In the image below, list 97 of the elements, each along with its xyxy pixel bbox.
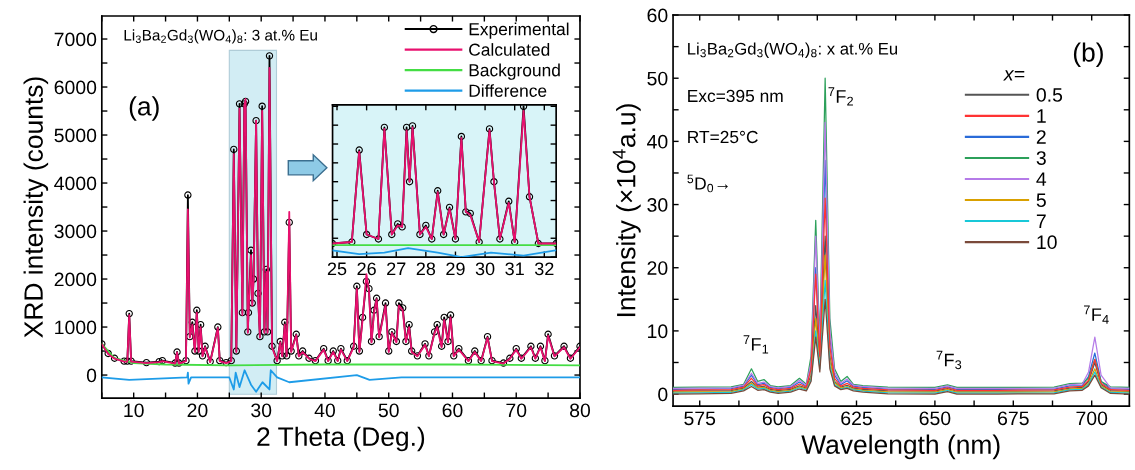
legend-label: Calculated bbox=[469, 43, 550, 56]
legend-label: 2 bbox=[1036, 130, 1046, 144]
annotation: $^{7}$F$_{4}$ bbox=[1084, 305, 1109, 324]
annotation: $^{5}$D$_{0}$→ bbox=[687, 174, 728, 193]
legend-label: 0.5 bbox=[1036, 88, 1063, 102]
point bbox=[402, 123, 411, 132]
point bbox=[398, 223, 406, 231]
y-tick-label: 4000 bbox=[54, 176, 97, 191]
y-tick-label: 1000 bbox=[55, 320, 97, 335]
point bbox=[439, 230, 448, 239]
legend-label: Difference bbox=[469, 84, 547, 97]
x-tick-label: 26 bbox=[357, 262, 376, 276]
x-tick-label: 700 bbox=[1076, 411, 1108, 426]
x-tick-label: 27 bbox=[387, 262, 406, 276]
legend-label: 4 bbox=[1036, 172, 1047, 186]
line-series bbox=[673, 298, 1130, 395]
line-series bbox=[673, 279, 1130, 394]
point bbox=[428, 235, 436, 243]
y-tick-label: 0 bbox=[86, 368, 97, 383]
legend-label: Experimental bbox=[469, 22, 569, 39]
annotation: $^{7}$F$_{2}$ bbox=[828, 87, 853, 106]
x-tick-label: 625 bbox=[841, 411, 872, 426]
y-tick-label: 40 bbox=[647, 134, 668, 149]
y-tick-label: 30 bbox=[647, 198, 668, 212]
point bbox=[485, 125, 494, 133]
x-tick-label: 60 bbox=[442, 403, 463, 418]
legend-label: Background bbox=[469, 63, 560, 80]
point bbox=[466, 209, 474, 218]
y-tick-label: 0 bbox=[658, 387, 668, 402]
text: Li$_{3}$Ba$_{2}$Gd$_{3}$(WO$_{4}$)$_{8}$: x at.% Eu bbox=[688, 42, 898, 58]
line-series bbox=[101, 369, 580, 393]
point bbox=[348, 238, 356, 246]
y-tick-label: 7000 bbox=[54, 32, 97, 47]
text: Li$_{3}$Ba$_{2}$Gd$_{3}$(WO$_{4}$)$_{8}$: 3 at.% Eu bbox=[124, 29, 317, 44]
y-tick-label: 10 bbox=[648, 324, 668, 339]
y-tick-label: 2000 bbox=[54, 272, 97, 287]
legend-label: 10 bbox=[1037, 235, 1057, 250]
point bbox=[416, 230, 424, 239]
line-series bbox=[101, 342, 580, 367]
annotation: (a) bbox=[129, 96, 159, 121]
point bbox=[445, 203, 454, 212]
point bbox=[355, 146, 363, 154]
point bbox=[505, 197, 513, 205]
x-tick-label: 29 bbox=[446, 262, 465, 276]
y-tick-label: 3000 bbox=[54, 224, 97, 239]
point bbox=[380, 123, 389, 132]
legend-title: x= bbox=[1003, 70, 1025, 81]
legend-label: 1 bbox=[1037, 109, 1046, 123]
point bbox=[408, 122, 417, 130]
point bbox=[534, 239, 543, 248]
x-axis-title: Wavelength (nm) bbox=[801, 434, 1000, 460]
x-tick-label: 70 bbox=[506, 403, 527, 418]
point bbox=[496, 235, 504, 243]
x-tick-label: 20 bbox=[187, 403, 208, 418]
point bbox=[457, 132, 466, 141]
annotation: $^{7}$F$_{3}$ bbox=[936, 350, 962, 370]
point bbox=[394, 220, 402, 228]
point bbox=[511, 238, 519, 246]
x-tick-label: 10 bbox=[124, 403, 144, 418]
y-axis-title: Intensity (×10$^{4}$a.u) bbox=[612, 104, 641, 317]
point bbox=[388, 230, 396, 239]
point bbox=[362, 230, 371, 239]
y-tick-label: 50 bbox=[647, 71, 668, 86]
y-tick-label: 60 bbox=[647, 8, 668, 23]
x-tick-label: 32 bbox=[534, 262, 554, 276]
point bbox=[525, 193, 534, 201]
x-axis-title: 2 Theta (Deg.) bbox=[257, 426, 425, 452]
x-tick-label: 80 bbox=[570, 403, 591, 418]
legend-label: 3 bbox=[1036, 151, 1046, 165]
annotation: Exc=395 nm bbox=[688, 89, 783, 103]
legend-label: 5 bbox=[1036, 193, 1046, 208]
y-axis-title: XRD intensity (counts) bbox=[23, 77, 49, 338]
point bbox=[490, 178, 498, 186]
annotation: RT=25°C bbox=[688, 130, 758, 144]
x-tick-label: 31 bbox=[505, 262, 524, 276]
x-tick-label: 30 bbox=[251, 403, 272, 418]
point bbox=[475, 238, 483, 246]
annotation: (b) bbox=[1073, 42, 1103, 67]
point bbox=[405, 178, 414, 186]
point bbox=[422, 221, 430, 230]
y-tick-label: 5000 bbox=[54, 128, 97, 143]
x-tick-label: 30 bbox=[475, 262, 495, 276]
x-tick-label: 650 bbox=[919, 411, 951, 426]
x-tick-label: 575 bbox=[684, 411, 716, 426]
point bbox=[451, 235, 460, 243]
x-tick-label: 600 bbox=[762, 411, 794, 426]
annotation: $^{7}$F$_{1}$ bbox=[743, 335, 769, 354]
x-tick-label: 50 bbox=[378, 403, 399, 418]
x-tick-label: 28 bbox=[416, 262, 436, 276]
point bbox=[462, 208, 470, 216]
legend-label: 7 bbox=[1036, 214, 1046, 228]
point bbox=[374, 235, 383, 243]
point bbox=[434, 187, 442, 195]
y-tick-label: 6000 bbox=[54, 80, 97, 95]
x-tick-label: 25 bbox=[327, 262, 347, 276]
x-tick-label: 675 bbox=[998, 411, 1029, 426]
x-tick-label: 40 bbox=[314, 403, 336, 418]
